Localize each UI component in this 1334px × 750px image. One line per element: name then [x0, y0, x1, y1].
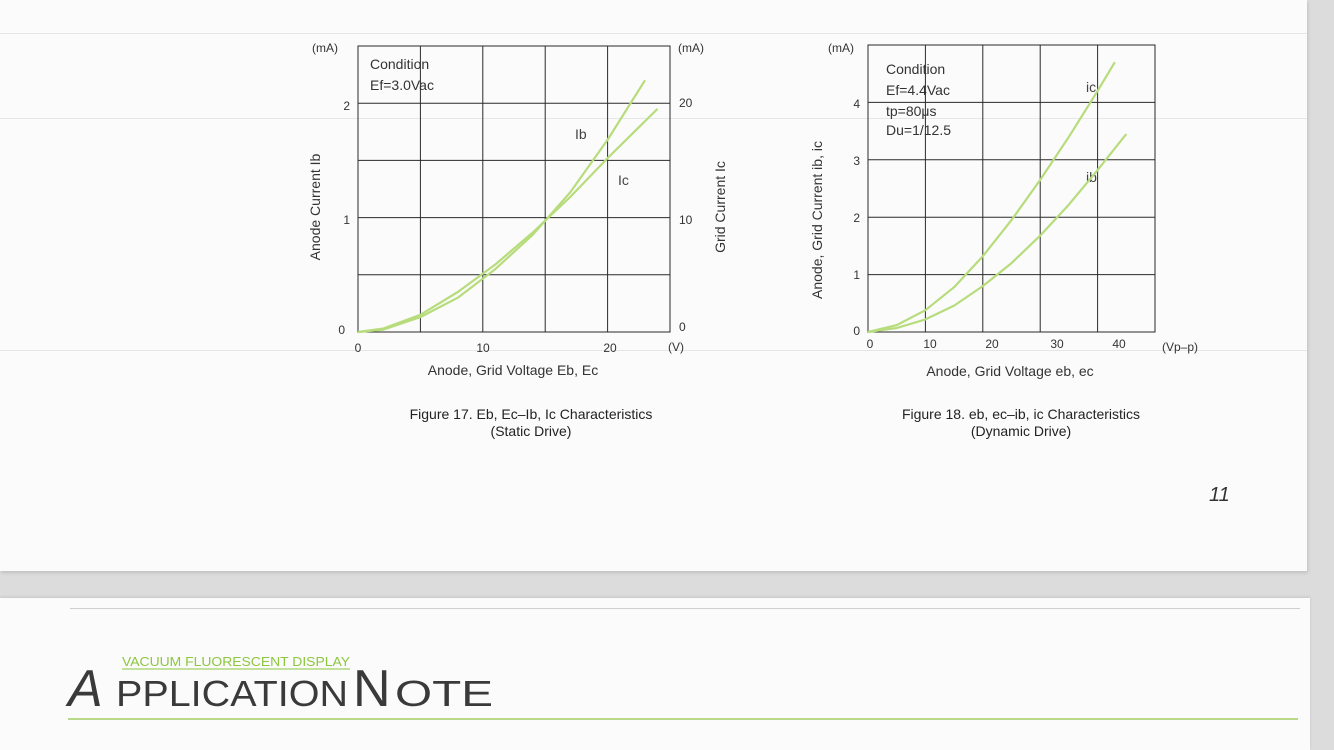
figure-18-x-unit: (Vp–p) — [1162, 340, 1198, 354]
application-note-logo: VACUUM FLUORESCENT DISPLAY A PPLICATION … — [65, 654, 493, 718]
bleed-through-line — [0, 33, 1307, 34]
figure-17-y-right-unit: (mA) — [678, 41, 704, 55]
figure-17-caption: Figure 17. Eb, Ec–Ib, Ic Characteristics… — [366, 406, 696, 440]
figure-18-caption-subtitle: (Dynamic Drive) — [970, 423, 1072, 439]
bleed-through-line — [0, 118, 1307, 119]
figure-17-x-label: Anode, Grid Voltage Eb, Ec — [428, 362, 598, 378]
figure-17-condition-ef: Ef=3.0Vac — [370, 77, 434, 93]
figure-18-condition-tp: tp=80μs — [886, 103, 937, 119]
figure-18-condition-title: Condition — [886, 61, 945, 77]
figure-17-condition-title: Condition — [370, 56, 429, 72]
logo-big-ote: OTE — [395, 673, 493, 714]
figure-18-x-tick: 40 — [1112, 337, 1126, 351]
figure-17-y-left-tick: 2 — [343, 99, 350, 113]
figure-18-x-label: Anode, Grid Voltage eb, ec — [926, 363, 1093, 379]
logo-big-pplication: PPLICATION — [116, 673, 348, 714]
figure-17-series-ic — [357, 108, 659, 334]
header-rule — [70, 608, 1300, 609]
figure-18-condition-ef: Ef=4.4Vac — [886, 82, 950, 98]
figure-18-caption-title: Figure 18. eb, ec–ib, ic Characteristics — [901, 406, 1141, 422]
figure-18-frame — [867, 44, 1156, 333]
figure-17-y-left-label: Anode Current Ib — [307, 153, 323, 260]
figure-18-condition-du: Du=1/12.5 — [886, 122, 951, 138]
document-page-footer — [0, 598, 1310, 750]
figure-17-x-unit: (V) — [668, 340, 684, 354]
figure-18-series-ic — [867, 61, 1116, 334]
figure-18-x-tick: 10 — [923, 337, 937, 351]
logo-big-a: A — [65, 660, 103, 718]
figure-18-y-tick: 1 — [853, 268, 860, 282]
figure-17-grid — [357, 45, 671, 333]
document-page: (mA) (mA) (V) 0 1 2 0 10 20 0 10 20 Cond… — [0, 0, 1307, 571]
figure-17-x-tick: 20 — [603, 341, 617, 355]
figure-18-curve-label-ic: ic — [1086, 79, 1096, 95]
figure-18-caption: Figure 18. eb, ec–ib, ic Characteristics… — [851, 406, 1191, 440]
figure-17-frame — [357, 45, 671, 333]
figure-17-caption-title: Figure 17. Eb, Ec–Ib, Ic Characteristics — [409, 406, 653, 422]
figure-18-x-tick: 0 — [867, 337, 874, 351]
figure-17-y-left-tick: 1 — [343, 213, 350, 227]
figure-17-y-left-unit: (mA) — [312, 41, 338, 55]
footer-rule — [68, 718, 1298, 720]
figure-17-curve-label-ic: Ic — [618, 172, 629, 188]
figure-17-chart: (mA) (mA) (V) 0 1 2 0 10 20 0 10 20 Cond… — [307, 41, 728, 378]
figure-17-caption-subtitle: (Static Drive) — [490, 423, 572, 439]
figure-18-y-tick: 3 — [853, 154, 860, 168]
figure-17-y-right-tick: 10 — [679, 213, 693, 227]
figure-17-y-right-tick: 20 — [679, 96, 693, 110]
logo-big-n: N — [353, 660, 391, 718]
figure-18-y-tick: 0 — [853, 324, 860, 338]
figure-17-x-tick: 0 — [355, 341, 362, 355]
figure-18-x-tick: 30 — [1050, 337, 1064, 351]
figure-17-curve-label-ib: Ib — [575, 126, 587, 142]
figure-18-y-unit: (mA) — [828, 41, 854, 55]
figure-18-series-ib — [867, 133, 1128, 334]
figure-18-y-label: Anode, Grid Current ib, ic — [809, 141, 825, 299]
figure-17-y-right-label: Grid Current Ic — [712, 161, 728, 253]
page-number: 11 — [1209, 484, 1230, 506]
bleed-through-line — [0, 350, 1307, 351]
figure-17-y-left-tick: 0 — [338, 323, 345, 337]
figure-18-x-tick: 20 — [985, 337, 999, 351]
logo-small-text: VACUUM FLUORESCENT DISPLAY — [122, 654, 350, 669]
figure-17-y-right-tick: 0 — [679, 320, 686, 334]
figure-17-series-ib — [357, 79, 646, 334]
figure-18-y-tick: 2 — [853, 211, 860, 225]
figure-18-y-tick: 4 — [853, 97, 860, 111]
figure-17-x-tick: 10 — [476, 341, 490, 355]
figure-18-chart: (mA) (Vp–p) 0 1 2 3 4 0 10 20 30 40 Cond… — [809, 41, 1198, 379]
